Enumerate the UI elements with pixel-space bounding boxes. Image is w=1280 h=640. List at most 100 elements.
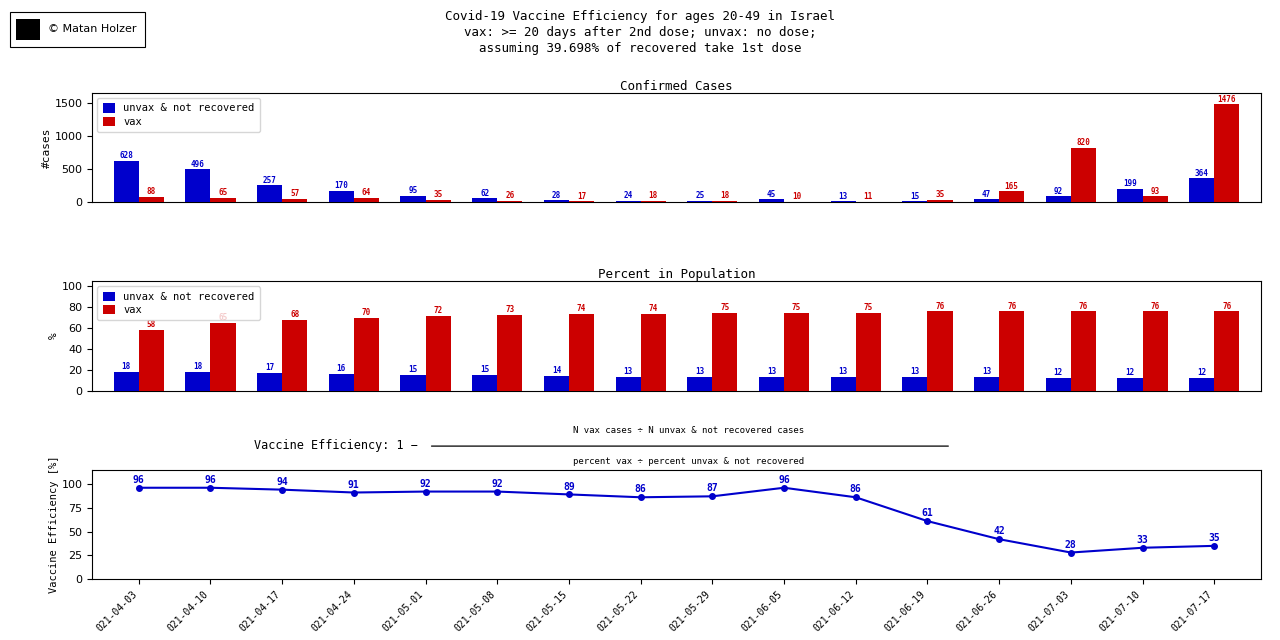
Text: 496: 496 xyxy=(191,160,205,169)
Text: 170: 170 xyxy=(334,181,348,190)
Bar xyxy=(1117,378,1143,391)
Bar xyxy=(687,201,713,202)
Legend: unvax & not recovered, vax: unvax & not recovered, vax xyxy=(97,98,260,132)
Text: 15: 15 xyxy=(408,365,417,374)
Bar xyxy=(138,196,164,202)
Text: 87: 87 xyxy=(707,483,718,493)
Text: 96: 96 xyxy=(205,475,216,485)
Bar xyxy=(401,196,425,202)
Bar xyxy=(928,312,952,391)
Bar xyxy=(713,312,737,391)
Text: 12: 12 xyxy=(1053,369,1062,378)
Text: 73: 73 xyxy=(506,305,515,314)
Text: 18: 18 xyxy=(721,191,730,200)
Text: 62: 62 xyxy=(480,189,489,198)
Text: 13: 13 xyxy=(695,367,704,376)
Bar xyxy=(425,200,451,202)
Text: 75: 75 xyxy=(864,303,873,312)
Text: 1476: 1476 xyxy=(1217,95,1236,104)
Bar xyxy=(497,315,522,391)
Text: 68: 68 xyxy=(291,310,300,319)
Text: 92: 92 xyxy=(1053,187,1062,196)
Text: 13: 13 xyxy=(767,367,776,376)
Bar xyxy=(257,186,282,202)
Text: 76: 76 xyxy=(1079,301,1088,310)
Text: Covid-19 Vaccine Efficiency for ages 20-49 in Israel: Covid-19 Vaccine Efficiency for ages 20-… xyxy=(445,10,835,22)
Bar xyxy=(401,375,425,391)
Bar xyxy=(713,201,737,202)
Bar xyxy=(210,323,236,391)
Bar xyxy=(425,316,451,391)
Bar xyxy=(831,377,856,391)
Text: 64: 64 xyxy=(362,188,371,197)
Bar xyxy=(472,198,497,202)
Bar xyxy=(114,372,138,391)
Bar xyxy=(616,201,640,202)
Bar xyxy=(138,330,164,391)
Text: 88: 88 xyxy=(147,187,156,196)
Text: 25: 25 xyxy=(695,191,704,200)
Text: 17: 17 xyxy=(265,364,274,372)
Bar xyxy=(1189,178,1215,202)
Bar xyxy=(329,191,353,202)
Bar xyxy=(902,377,928,391)
Text: percent vax ÷ percent unvax & not recovered: percent vax ÷ percent unvax & not recove… xyxy=(572,457,804,466)
Bar xyxy=(544,200,568,202)
Y-axis label: %: % xyxy=(49,333,59,339)
Text: 257: 257 xyxy=(262,175,276,184)
Y-axis label: #cases: #cases xyxy=(42,127,51,168)
Text: assuming 39.698% of recovered take 1st dose: assuming 39.698% of recovered take 1st d… xyxy=(479,42,801,54)
Text: 93: 93 xyxy=(1151,186,1160,195)
Bar xyxy=(1215,312,1239,391)
Text: 12: 12 xyxy=(1125,369,1134,378)
Text: 26: 26 xyxy=(506,191,515,200)
Text: 75: 75 xyxy=(721,303,730,312)
Bar xyxy=(472,375,497,391)
Text: 16: 16 xyxy=(337,364,346,373)
Text: 89: 89 xyxy=(563,481,575,492)
Bar xyxy=(640,314,666,391)
Bar xyxy=(1046,378,1071,391)
Text: 92: 92 xyxy=(420,479,431,489)
Bar xyxy=(257,373,282,391)
Text: 13: 13 xyxy=(623,367,632,376)
Text: 35: 35 xyxy=(434,190,443,200)
Bar xyxy=(1117,189,1143,202)
Text: 94: 94 xyxy=(276,477,288,487)
Bar xyxy=(282,198,307,202)
Text: 628: 628 xyxy=(119,151,133,160)
Bar xyxy=(329,374,353,391)
Text: 92: 92 xyxy=(492,479,503,489)
Bar xyxy=(568,201,594,202)
Bar xyxy=(186,372,210,391)
Text: 28: 28 xyxy=(552,191,561,200)
Bar xyxy=(1143,196,1167,202)
Text: 70: 70 xyxy=(362,308,371,317)
Text: 364: 364 xyxy=(1194,168,1208,177)
Text: 96: 96 xyxy=(778,475,790,485)
Text: 42: 42 xyxy=(993,526,1005,536)
Text: 57: 57 xyxy=(291,189,300,198)
Text: 13: 13 xyxy=(838,367,847,376)
Text: 12: 12 xyxy=(1197,369,1206,378)
Bar xyxy=(640,201,666,202)
Text: 96: 96 xyxy=(133,475,145,485)
Text: N vax cases ÷ N unvax & not recovered cases: N vax cases ÷ N unvax & not recovered ca… xyxy=(572,426,804,435)
Bar xyxy=(785,312,809,391)
Bar xyxy=(544,376,568,391)
Text: 18: 18 xyxy=(649,191,658,200)
Text: 35: 35 xyxy=(936,190,945,200)
Text: 86: 86 xyxy=(635,484,646,495)
Legend: unvax & not recovered, vax: unvax & not recovered, vax xyxy=(97,287,260,321)
Text: 13: 13 xyxy=(982,367,991,376)
Bar xyxy=(210,198,236,202)
Bar xyxy=(282,320,307,391)
Text: 61: 61 xyxy=(922,508,933,518)
Bar xyxy=(1046,196,1071,202)
Bar xyxy=(1071,148,1096,202)
Text: 17: 17 xyxy=(577,191,586,200)
Text: vax: >= 20 days after 2nd dose; unvax: no dose;: vax: >= 20 days after 2nd dose; unvax: n… xyxy=(463,26,817,38)
Text: © Matan Holzer: © Matan Holzer xyxy=(47,24,137,34)
Text: 72: 72 xyxy=(434,306,443,315)
Text: Vaccine Efficiency: 1 −: Vaccine Efficiency: 1 − xyxy=(255,439,425,452)
